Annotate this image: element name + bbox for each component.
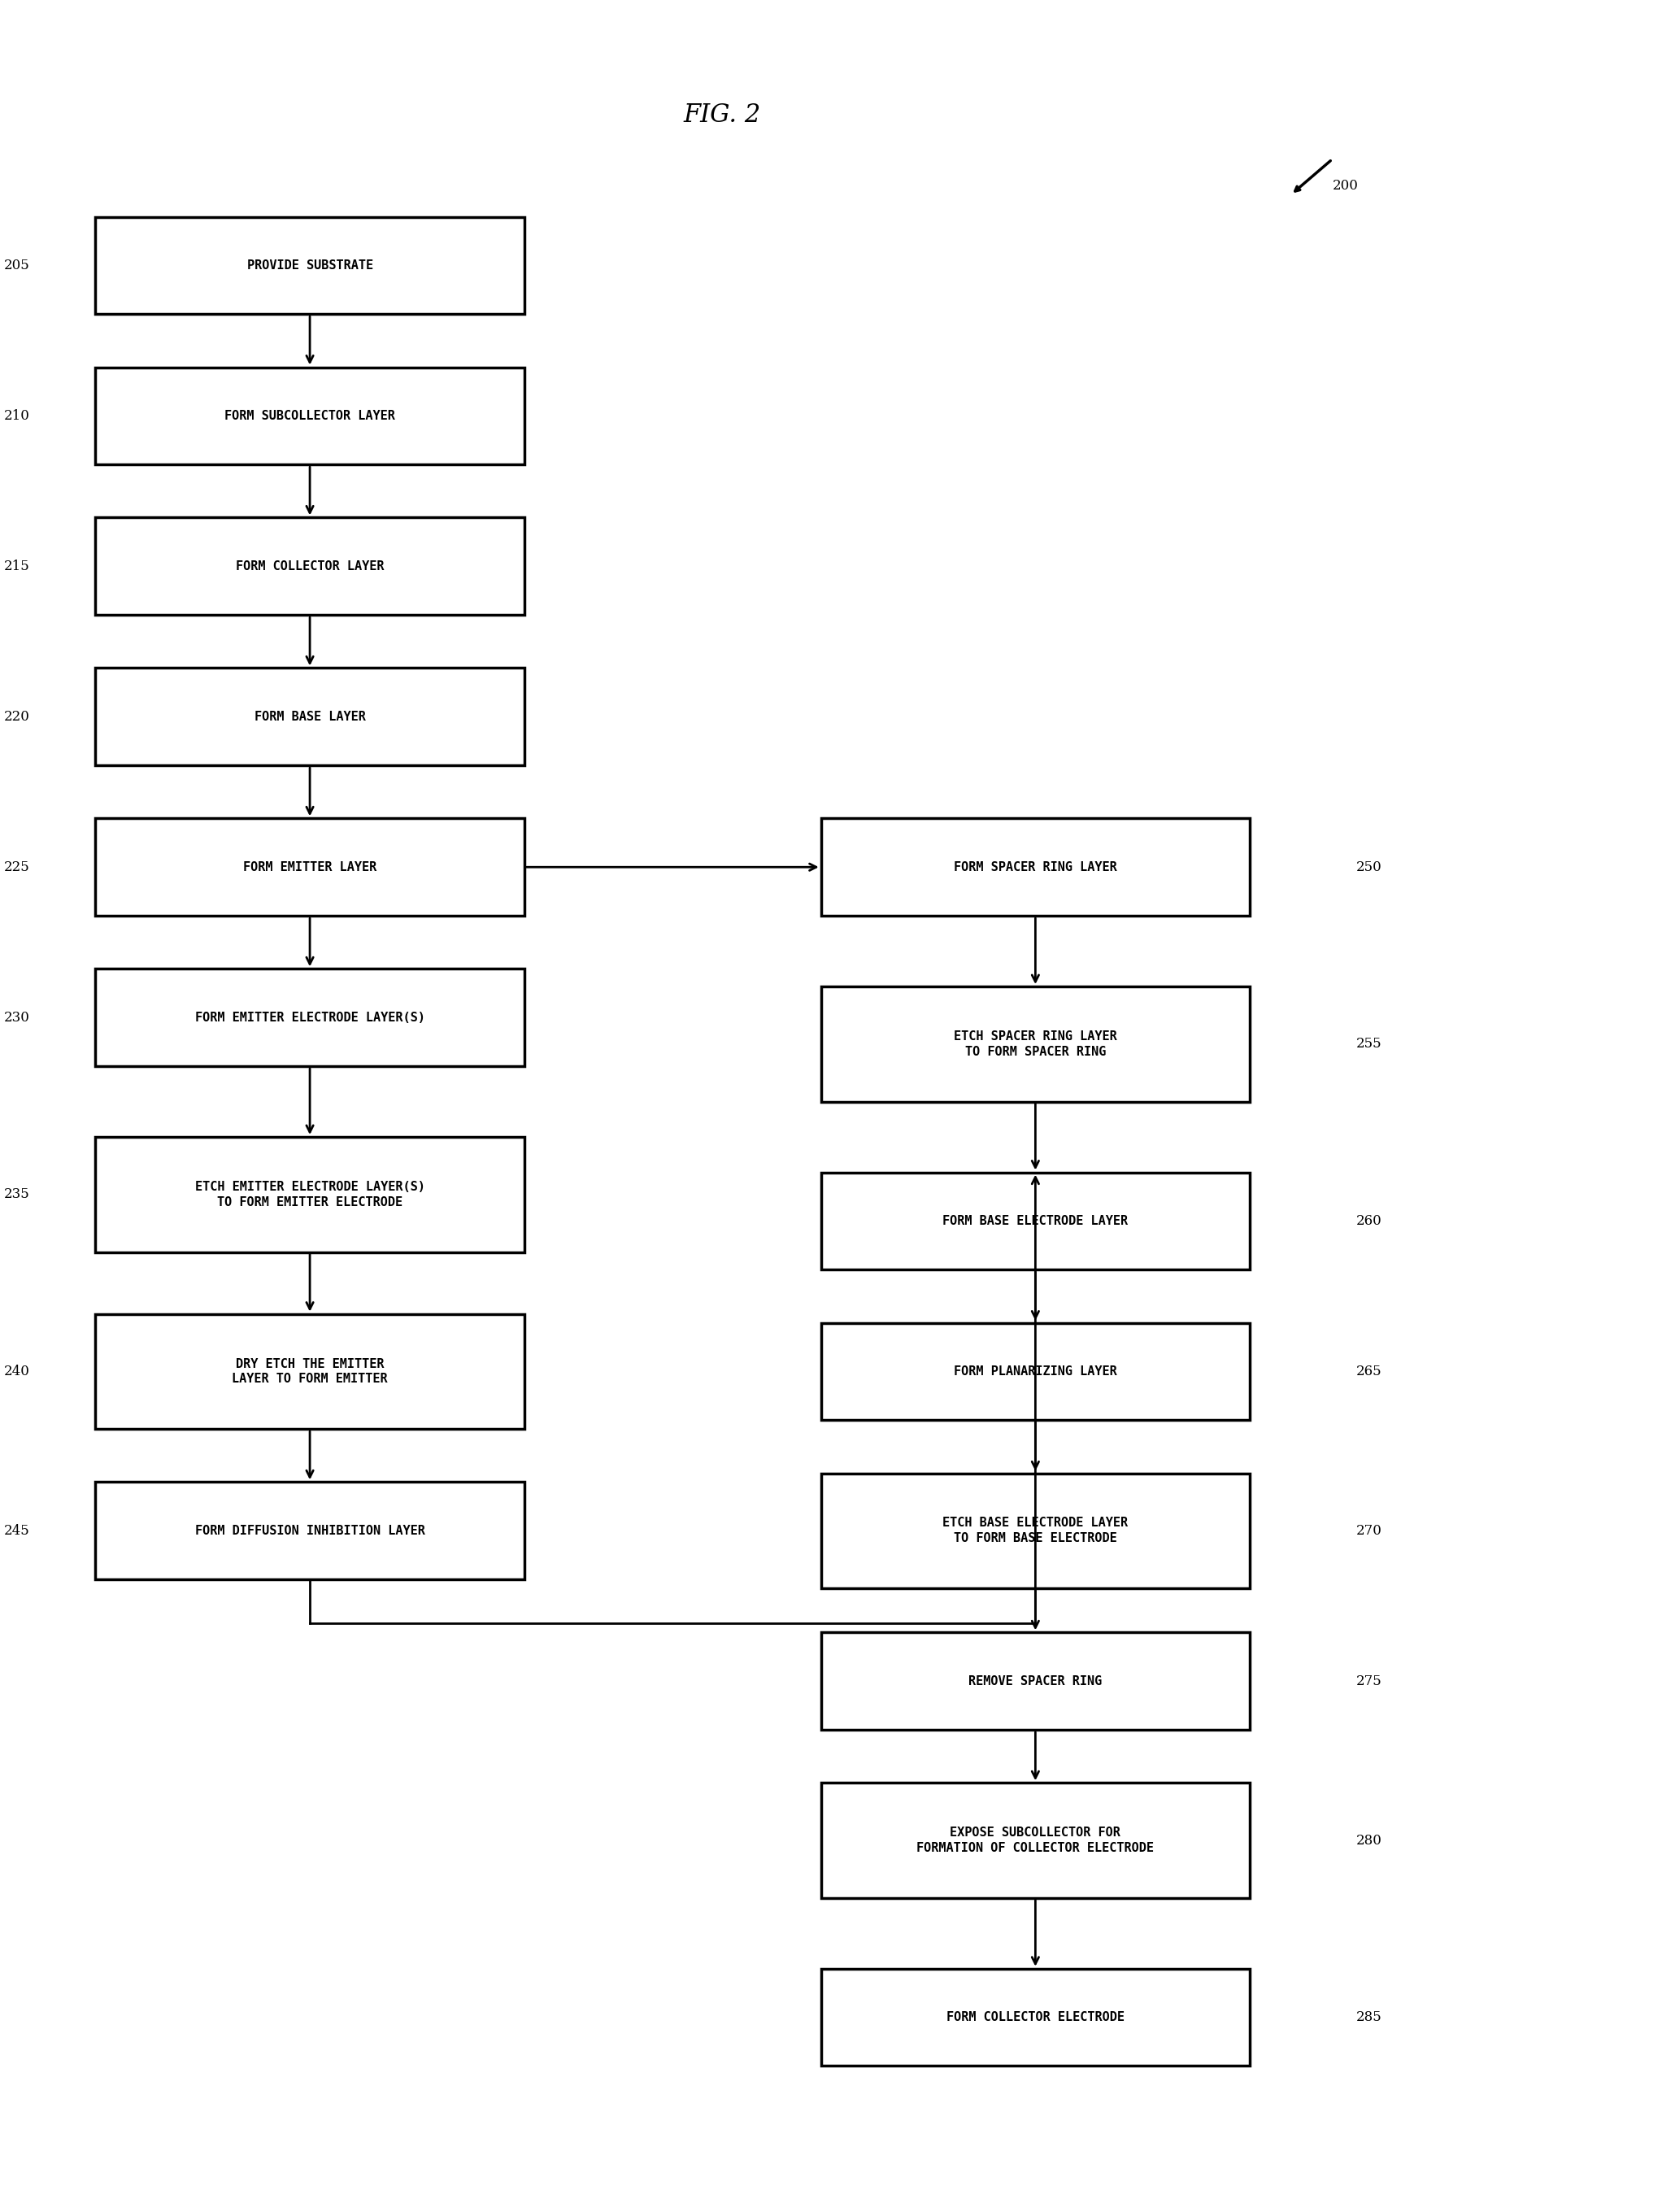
Text: FORM PLANARIZING LAYER: FORM PLANARIZING LAYER bbox=[954, 1365, 1117, 1378]
Text: 240: 240 bbox=[3, 1365, 30, 1378]
Text: 235: 235 bbox=[3, 1188, 30, 1201]
Text: 225: 225 bbox=[3, 860, 30, 874]
Text: 265: 265 bbox=[1356, 1365, 1381, 1378]
FancyBboxPatch shape bbox=[821, 1323, 1250, 1420]
FancyBboxPatch shape bbox=[95, 217, 524, 314]
Text: REMOVE SPACER RING: REMOVE SPACER RING bbox=[969, 1674, 1102, 1688]
FancyBboxPatch shape bbox=[821, 1473, 1250, 1588]
FancyBboxPatch shape bbox=[821, 1172, 1250, 1270]
Text: 230: 230 bbox=[3, 1011, 30, 1024]
Text: DRY ETCH THE EMITTER
LAYER TO FORM EMITTER: DRY ETCH THE EMITTER LAYER TO FORM EMITT… bbox=[233, 1358, 387, 1385]
FancyBboxPatch shape bbox=[821, 818, 1250, 916]
FancyBboxPatch shape bbox=[95, 518, 524, 615]
Text: FORM SPACER RING LAYER: FORM SPACER RING LAYER bbox=[954, 860, 1117, 874]
FancyBboxPatch shape bbox=[95, 1137, 524, 1252]
FancyBboxPatch shape bbox=[95, 818, 524, 916]
FancyBboxPatch shape bbox=[95, 1482, 524, 1579]
FancyBboxPatch shape bbox=[95, 668, 524, 765]
Text: 220: 220 bbox=[3, 710, 30, 723]
Text: 270: 270 bbox=[1356, 1524, 1381, 1537]
Text: ETCH SPACER RING LAYER
TO FORM SPACER RING: ETCH SPACER RING LAYER TO FORM SPACER RI… bbox=[954, 1031, 1117, 1057]
Text: 255: 255 bbox=[1356, 1037, 1381, 1051]
Text: 260: 260 bbox=[1356, 1214, 1381, 1228]
FancyBboxPatch shape bbox=[95, 367, 524, 465]
Text: EXPOSE SUBCOLLECTOR FOR
FORMATION OF COLLECTOR ELECTRODE: EXPOSE SUBCOLLECTOR FOR FORMATION OF COL… bbox=[917, 1827, 1153, 1854]
Text: 245: 245 bbox=[3, 1524, 30, 1537]
Text: FORM COLLECTOR LAYER: FORM COLLECTOR LAYER bbox=[236, 560, 384, 573]
Text: 275: 275 bbox=[1356, 1674, 1381, 1688]
Text: PROVIDE SUBSTRATE: PROVIDE SUBSTRATE bbox=[246, 259, 372, 272]
Text: FORM DIFFUSION INHIBITION LAYER: FORM DIFFUSION INHIBITION LAYER bbox=[194, 1524, 425, 1537]
Text: FORM EMITTER LAYER: FORM EMITTER LAYER bbox=[243, 860, 377, 874]
Text: FORM COLLECTOR ELECTRODE: FORM COLLECTOR ELECTRODE bbox=[946, 2011, 1125, 2024]
FancyBboxPatch shape bbox=[821, 1783, 1250, 1898]
Text: ETCH BASE ELECTRODE LAYER
TO FORM BASE ELECTRODE: ETCH BASE ELECTRODE LAYER TO FORM BASE E… bbox=[942, 1517, 1128, 1544]
FancyBboxPatch shape bbox=[821, 1969, 1250, 2066]
Text: 205: 205 bbox=[3, 259, 30, 272]
Text: FORM EMITTER ELECTRODE LAYER(S): FORM EMITTER ELECTRODE LAYER(S) bbox=[194, 1011, 425, 1024]
Text: FORM BASE ELECTRODE LAYER: FORM BASE ELECTRODE LAYER bbox=[942, 1214, 1128, 1228]
Text: 280: 280 bbox=[1356, 1834, 1381, 1847]
Text: 210: 210 bbox=[3, 409, 30, 422]
Text: 215: 215 bbox=[3, 560, 30, 573]
FancyBboxPatch shape bbox=[95, 1314, 524, 1429]
Text: FIG. 2: FIG. 2 bbox=[683, 102, 761, 128]
Text: 200: 200 bbox=[1333, 179, 1358, 192]
Text: FORM SUBCOLLECTOR LAYER: FORM SUBCOLLECTOR LAYER bbox=[224, 409, 396, 422]
Text: 250: 250 bbox=[1356, 860, 1381, 874]
Text: ETCH EMITTER ELECTRODE LAYER(S)
TO FORM EMITTER ELECTRODE: ETCH EMITTER ELECTRODE LAYER(S) TO FORM … bbox=[194, 1181, 425, 1208]
FancyBboxPatch shape bbox=[821, 987, 1250, 1102]
Text: 285: 285 bbox=[1356, 2011, 1381, 2024]
Text: FORM BASE LAYER: FORM BASE LAYER bbox=[254, 710, 366, 723]
FancyBboxPatch shape bbox=[95, 969, 524, 1066]
FancyBboxPatch shape bbox=[821, 1632, 1250, 1730]
